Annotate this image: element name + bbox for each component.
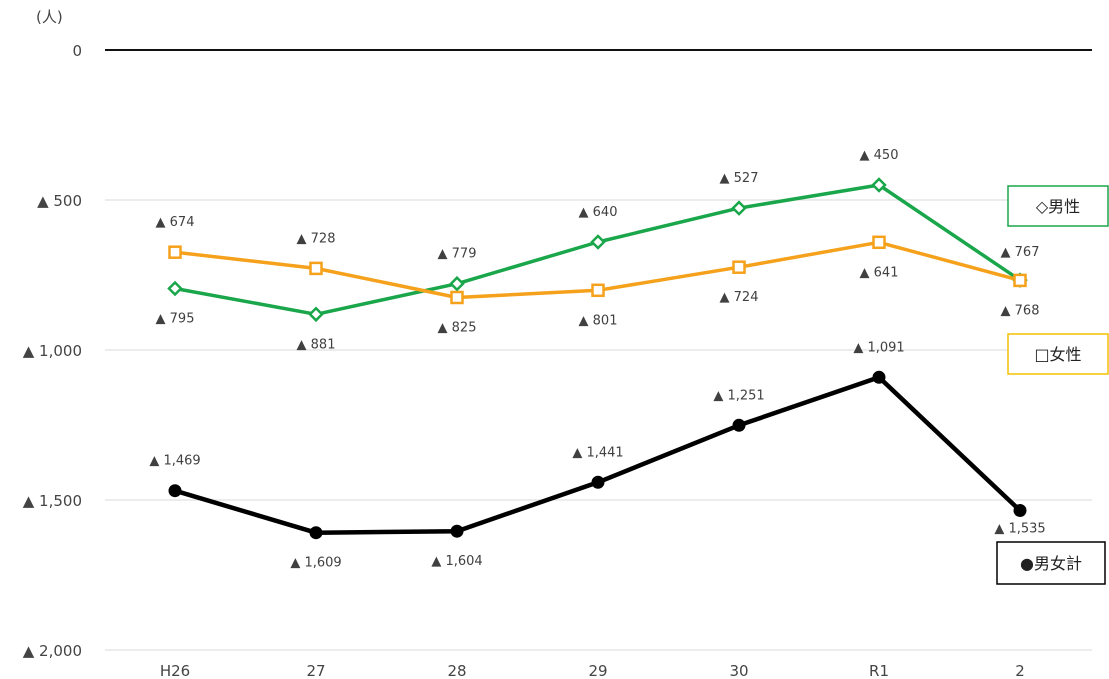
series-lines [167,177,1028,540]
legend-label: ●男女計 [1020,554,1082,573]
x-tick-label: 30 [729,662,748,679]
x-tick-label: 2 [1015,662,1025,679]
data-label: ▲ 1,469 [149,454,200,469]
data-point-square [591,283,605,298]
data-label: ▲ 674 [156,215,195,230]
x-tick-label: H26 [160,662,190,679]
legend: ◇男性 □女性 ●男女計 [996,185,1109,585]
x-tick-label: 28 [447,662,466,679]
data-labels: ▲ 795 ▲ 881 ▲ 779 ▲ 640 ▲ 527 ▲ 450 ▲ 767 ▲ 674… [149,148,1045,571]
data-label: ▲ 1,535 [994,522,1045,537]
data-label: ▲ 767 [1001,245,1040,260]
axes: (人) 0 ▲ 500 ▲ 1,000 ▲ 1,500 ▲ 2,000 H26 27 28 29 3… [23,8,1025,679]
data-point-diamond [449,275,465,292]
legend-box [1007,333,1109,375]
data-label: ▲ 1,251 [713,388,764,403]
data-label: ▲ 640 [579,205,618,220]
data-label: ▲ 1,609 [290,556,341,571]
data-label: ▲ 527 [720,171,759,186]
legend-label: □女性 [1034,345,1081,364]
data-point-circle [591,475,605,489]
data-point-circle [450,524,464,538]
data-label: ▲ 1,441 [572,445,623,460]
data-point-circle [168,484,182,498]
data-point-square [309,261,323,276]
data-label: ▲ 825 [438,321,477,336]
data-point-square [450,290,464,305]
grid-lines [105,49,1092,651]
y-tick-label: ▲ 500 [37,192,82,210]
data-point-circle [872,370,886,384]
legend-label: ◇男性 [1036,197,1080,216]
y-tick-label: 0 [72,42,82,60]
data-label: ▲ 801 [579,313,618,328]
data-label: ▲ 795 [156,312,195,327]
x-tick-label: R1 [869,662,889,679]
data-label: ▲ 641 [860,265,899,280]
x-tick-label: 29 [588,662,607,679]
y-tick-label: ▲ 1,500 [23,492,82,510]
data-point-circle [732,418,746,432]
data-label: ▲ 1,091 [853,340,904,355]
data-point-circle [1013,504,1027,517]
data-point-diamond [731,200,747,216]
y-tick-label: ▲ 2,000 [23,642,82,660]
data-point-diamond [590,234,606,250]
data-point-square [732,260,746,274]
data-label: ▲ 779 [438,247,477,262]
x-tick-label: 27 [306,662,325,679]
data-label: ▲ 1,604 [431,554,482,569]
data-point-diamond [871,177,887,193]
data-label: ▲ 724 [720,290,759,305]
data-point-square [168,245,182,259]
data-label: ▲ 768 [1001,303,1040,318]
data-point-square [872,235,886,250]
data-point-square [1013,273,1027,288]
y-unit-label: (人) [36,8,63,26]
data-label: ▲ 450 [860,148,899,163]
legend-box [996,541,1106,585]
data-point-diamond [167,280,183,297]
data-point-diamond [308,306,324,323]
legend-box [1007,185,1109,227]
data-point-circle [309,526,323,540]
y-tick-label: ▲ 1,000 [23,342,82,360]
data-label: ▲ 881 [297,337,336,352]
data-label: ▲ 728 [297,231,336,246]
